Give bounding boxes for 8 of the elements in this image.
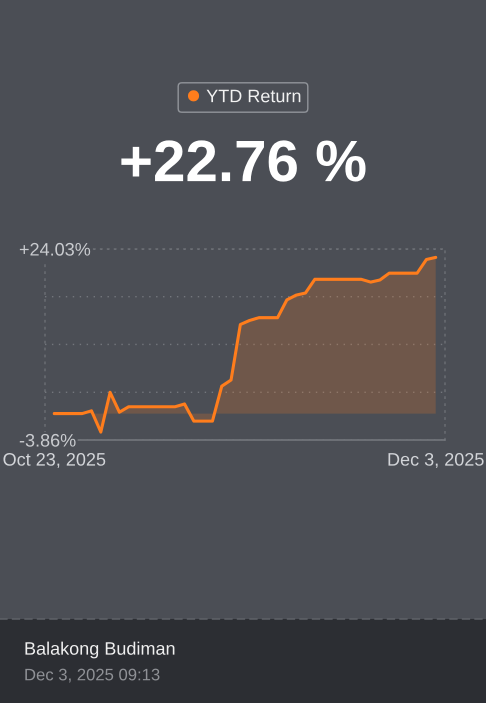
legend-label: YTD Return <box>206 90 300 102</box>
y-tick-label: +24.03% <box>20 242 90 256</box>
text: Balakong Budiman <box>25 642 174 658</box>
x-tick-label: Dec 3, 2025 <box>388 452 484 468</box>
chart-title: +22.76 % <box>121 140 366 182</box>
text: Dec 3, 2025 09:13 <box>25 668 160 682</box>
y-tick-label: -3.86% <box>20 434 76 447</box>
x-tick-label: Oct 23, 2025 <box>3 452 106 468</box>
